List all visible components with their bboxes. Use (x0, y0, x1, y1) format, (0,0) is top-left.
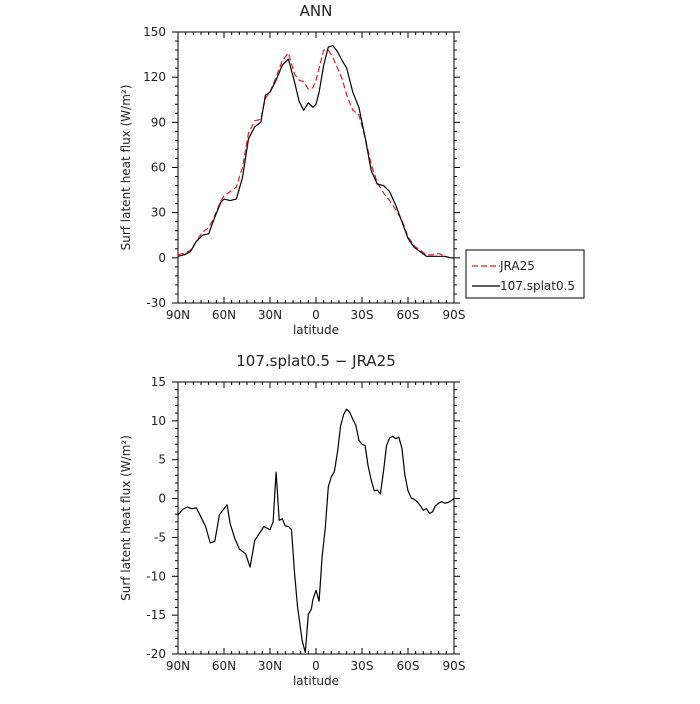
legend-label: 107.splat0.5 (500, 279, 575, 293)
chart-title: ANN (300, 2, 333, 20)
x-tick-label: 30N (258, 308, 282, 322)
x-tick-label: 90S (443, 308, 466, 322)
series-line-jra25 (177, 49, 454, 259)
chart-panel-1: ANN 90N 60N 30N 0 30S 60S 90S -30 0 30 60 90 120 150 la… (119, 2, 585, 337)
y-tick-label: -10 (146, 569, 166, 583)
x-tick-label: 30N (258, 659, 282, 673)
series-line-1 (177, 408, 455, 654)
x-tick-label: 90S (443, 659, 466, 673)
y-tick-label: 15 (151, 375, 166, 389)
y-tick-label: 30 (151, 206, 166, 220)
x-tick-label: 60S (397, 308, 420, 322)
y-tick-label: 0 (158, 492, 166, 506)
x-tick-label: 0 (312, 659, 320, 673)
x-tick-label: 60N (212, 659, 236, 673)
y-tick-label: 150 (143, 25, 166, 39)
chart-panel-2: 107.splat0.5 − JRA25 90N 60N 30N 0 30S 60S 90S -… (119, 352, 465, 688)
y-axis-label: Surf latent heat flux (W/m²) (119, 435, 133, 601)
plot-frame (177, 31, 455, 304)
x-axis-label: latitude (293, 323, 339, 337)
series-line-107-splat0-5 (177, 44, 454, 259)
y-tick-label: 10 (151, 414, 166, 428)
y-tick-label: -5 (154, 530, 166, 544)
y-tick-label: 120 (143, 70, 166, 84)
legend: JRA25 107.splat0.5 (465, 249, 585, 299)
y-tick-label: -15 (146, 608, 166, 622)
x-tick-label: 90N (166, 659, 190, 673)
y-tick-label: 90 (151, 115, 166, 129)
y-tick-label: 5 (158, 453, 166, 467)
legend-label: JRA25 (499, 259, 535, 273)
x-tick-label: 90N (166, 308, 190, 322)
x-tick-label: 0 (312, 308, 320, 322)
legend-box (465, 249, 585, 299)
x-axis-label: latitude (293, 674, 339, 688)
y-tick-label: -20 (146, 647, 166, 661)
y-tick-label: -30 (146, 296, 166, 310)
chart-title: 107.splat0.5 − JRA25 (236, 352, 396, 370)
x-tick-label: 30S (351, 659, 374, 673)
x-tick-label: 60N (212, 308, 236, 322)
x-tick-label: 30S (351, 308, 374, 322)
x-tick-label: 60S (397, 659, 420, 673)
y-tick-label: 0 (158, 251, 166, 265)
y-tick-label: 60 (151, 161, 166, 175)
y-axis-label: Surf latent heat flux (W/m²) (119, 85, 133, 251)
